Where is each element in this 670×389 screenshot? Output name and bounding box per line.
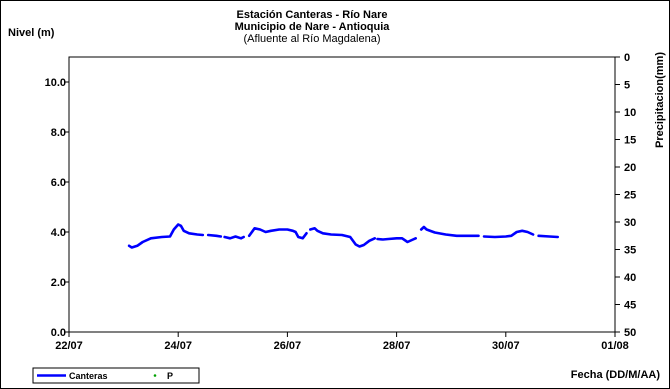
- chart-title-line-2: Municipio de Nare - Antioquia: [235, 21, 391, 33]
- series-line-segment: [206, 233, 223, 238]
- y2-tick-label: 30: [624, 217, 636, 229]
- series-line-segment: [127, 223, 205, 249]
- y-axis-title: Nivel (m): [8, 27, 55, 39]
- y-tick-label: 0.0: [51, 327, 66, 339]
- y-tick-label: 4.0: [51, 227, 66, 239]
- y2-axis-title: Precipitacion(mm): [654, 52, 666, 148]
- series-line-segment: [308, 227, 377, 248]
- y2-tick-label: 40: [624, 272, 636, 284]
- series-line-segment: [419, 225, 480, 238]
- y2-tick-label: 25: [624, 190, 636, 202]
- y2-tick-label: 0: [624, 52, 630, 64]
- x-tick-label: 22/07: [55, 340, 83, 352]
- legend-marker-p: [153, 374, 157, 377]
- legend-label-canteras: Canteras: [69, 371, 108, 381]
- series-line-segment: [482, 229, 535, 239]
- y2-tick-label: 10: [624, 107, 636, 119]
- y2-tick-label: 5: [624, 80, 630, 92]
- x-tick-label: 28/07: [383, 340, 411, 352]
- y-tick-label: 6.0: [51, 177, 66, 189]
- x-tick-label: 01/08: [601, 340, 629, 352]
- series-line-segment: [376, 237, 418, 244]
- y2-tick-label: 35: [624, 245, 636, 257]
- x-tick-label: 30/07: [492, 340, 520, 352]
- y-tick-label: 2.0: [51, 277, 66, 289]
- y2-tick-label: 50: [624, 327, 636, 339]
- series-line-segment: [247, 227, 308, 240]
- x-tick-label: 26/07: [274, 340, 302, 352]
- series-line-segment: [223, 235, 245, 240]
- legend-label-p: P: [167, 371, 173, 381]
- legend: [32, 367, 200, 384]
- x-axis-title: Fecha (DD/M/AA): [571, 369, 661, 381]
- y-tick-label: 8.0: [51, 127, 66, 139]
- y-tick-label: 10.0: [45, 77, 66, 89]
- y2-tick-label: 15: [624, 135, 636, 147]
- x-tick-label: 24/07: [164, 340, 192, 352]
- chart-title-line-1: Estación Canteras - Río Nare: [237, 9, 388, 21]
- series-line-segment: [537, 234, 560, 239]
- y2-tick-label: 45: [624, 300, 636, 312]
- plot-area: [68, 56, 616, 333]
- y2-tick-label: 20: [624, 162, 636, 174]
- chart-subtitle: (Afluente al Río Magdalena): [244, 33, 381, 45]
